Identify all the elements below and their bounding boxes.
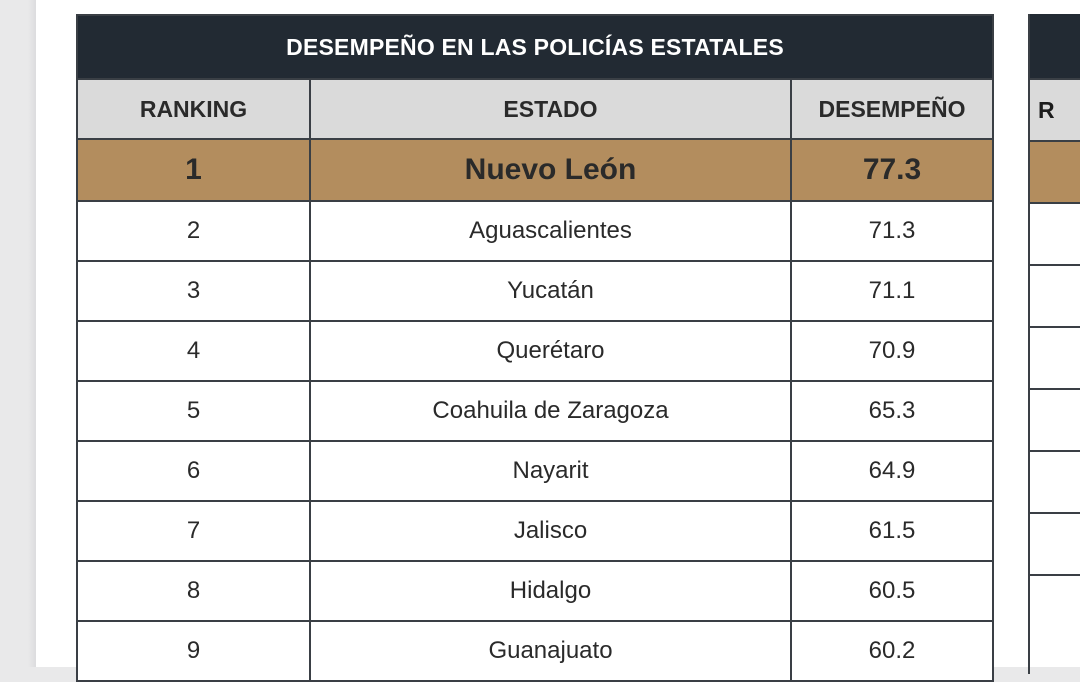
second-table-title-bar [1030, 14, 1080, 78]
second-table-header: R [1030, 78, 1080, 140]
state-cell: Aguascalientes [309, 200, 792, 262]
score-cell: 64.9 [789, 440, 995, 502]
second-table-highlight-row [1030, 140, 1080, 202]
table-row: 9 Guanajuato 60.2 [76, 620, 995, 682]
score-cell: 70.9 [789, 320, 995, 382]
table-row [1030, 202, 1080, 264]
score-cell: 71.3 [789, 200, 995, 262]
score-cell: 71.1 [789, 260, 995, 322]
column-header-ranking: RANKING [76, 78, 311, 140]
score-cell: 60.5 [789, 560, 995, 622]
state-cell: Hidalgo [309, 560, 792, 622]
rank-cell: 8 [76, 560, 311, 622]
table-row [1030, 264, 1080, 326]
table-row [1030, 326, 1080, 388]
second-table-cropped: R [1028, 14, 1080, 674]
rank-cell: 6 [76, 440, 311, 502]
table-row: 6 Nayarit 64.9 [76, 440, 995, 502]
table-row [1030, 450, 1080, 512]
score-cell: 65.3 [789, 380, 995, 442]
rank-cell: 2 [76, 200, 311, 262]
state-cell: Coahuila de Zaragoza [309, 380, 792, 442]
table-title: DESEMPEÑO EN LAS POLICÍAS ESTATALES [75, 14, 995, 80]
table-row: 8 Hidalgo 60.5 [76, 560, 995, 622]
state-cell: Yucatán [309, 260, 792, 322]
ranking-table: DESEMPEÑO EN LAS POLICÍAS ESTATALES RANK… [75, 14, 995, 682]
rank-cell: 4 [76, 320, 311, 382]
table-row: 7 Jalisco 61.5 [76, 500, 995, 562]
table-row: 5 Coahuila de Zaragoza 65.3 [76, 380, 995, 442]
score-cell: 61.5 [789, 500, 995, 562]
column-header-estado: ESTADO [309, 78, 792, 140]
table-row [1030, 512, 1080, 574]
rank-cell: 7 [76, 500, 311, 562]
column-header-desempeno: DESEMPEÑO [789, 78, 995, 140]
table-row [1030, 574, 1080, 636]
score-cell: 60.2 [789, 620, 995, 682]
table-row: 2 Aguascalientes 71.3 [76, 200, 995, 262]
score-cell: 77.3 [789, 138, 995, 202]
rank-cell: 3 [76, 260, 311, 322]
rank-cell: 5 [76, 380, 311, 442]
rank-cell: 9 [76, 620, 311, 682]
state-cell: Jalisco [309, 500, 792, 562]
state-cell: Querétaro [309, 320, 792, 382]
state-cell: Nayarit [309, 440, 792, 502]
state-cell: Nuevo León [309, 138, 792, 202]
rank-cell: 1 [76, 138, 311, 202]
table-row [1030, 388, 1080, 450]
header-row: RANKING ESTADO DESEMPEÑO [76, 78, 995, 140]
table-row-highlight: 1 Nuevo León 77.3 [76, 138, 995, 202]
page-shadow [28, 0, 36, 667]
table-row: 3 Yucatán 71.1 [76, 260, 995, 322]
state-cell: Guanajuato [309, 620, 792, 682]
table-row: 4 Querétaro 70.9 [76, 320, 995, 382]
